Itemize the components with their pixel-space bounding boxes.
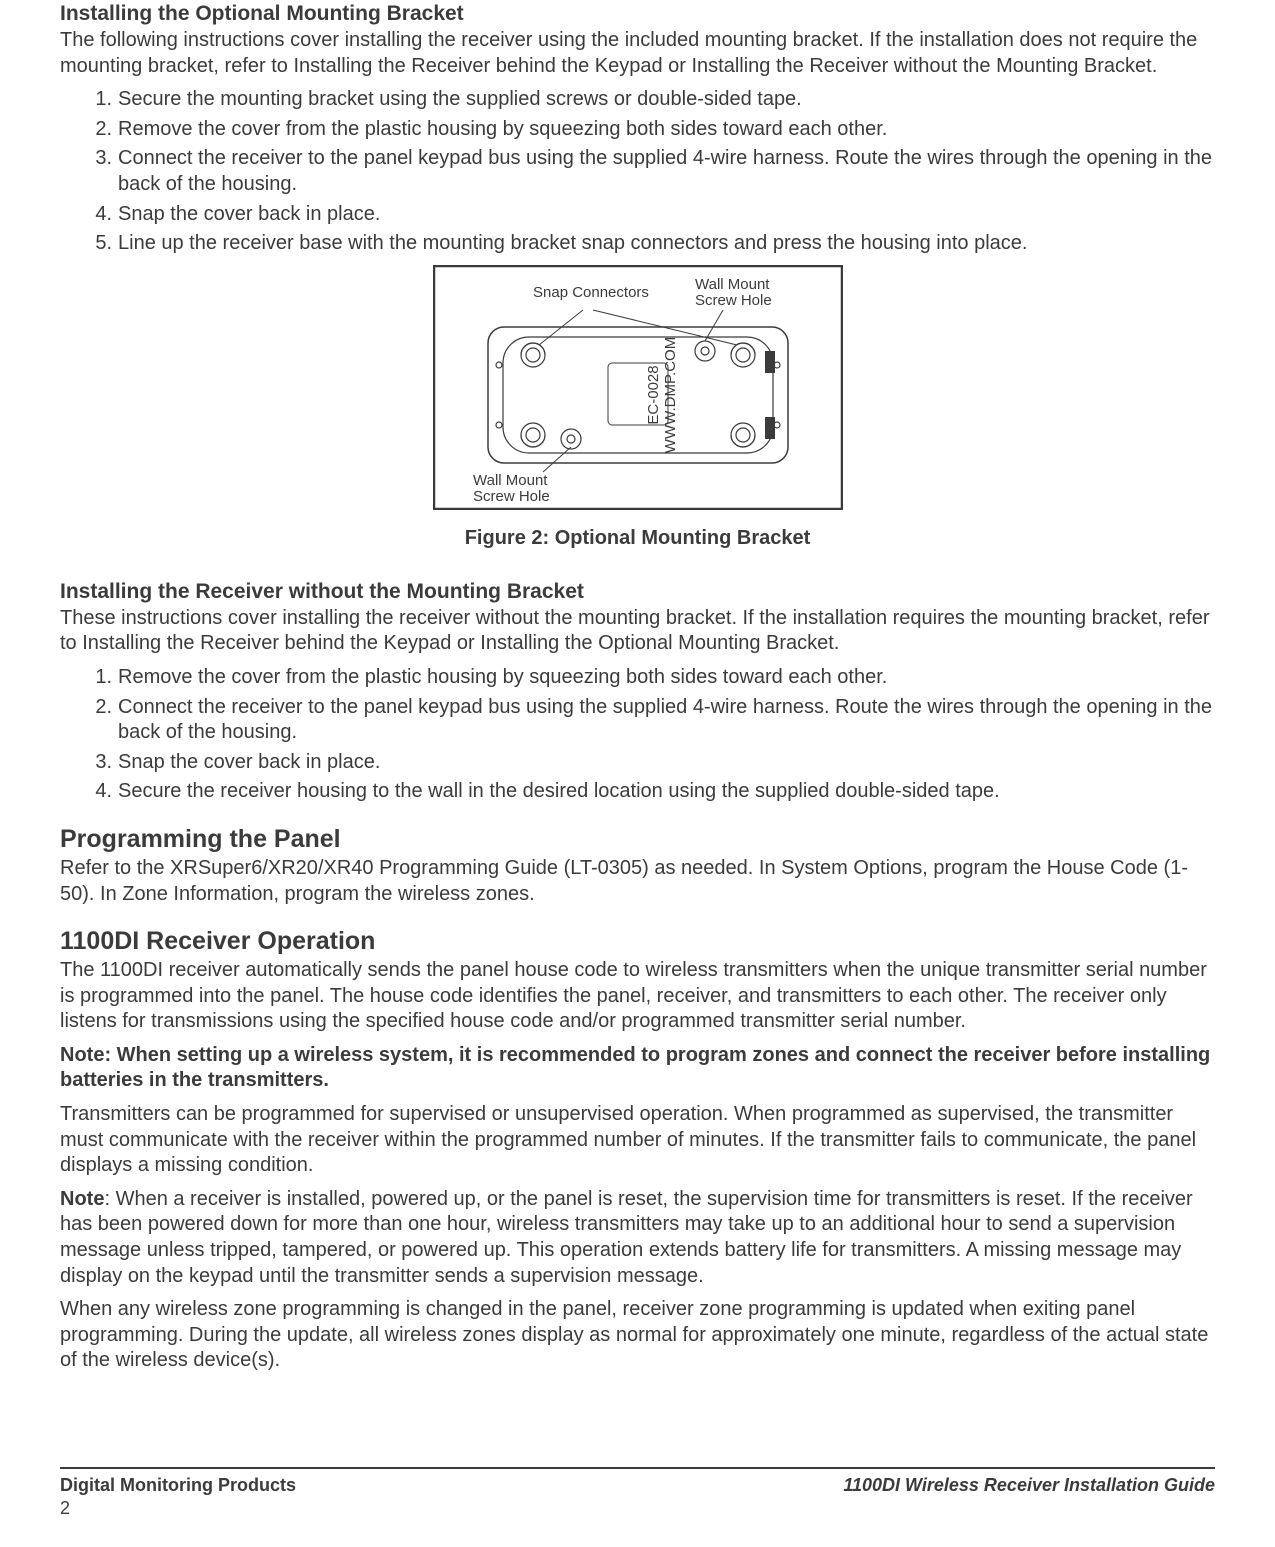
list-item: Line up the receiver base with the mount…	[118, 231, 1215, 257]
receiver-operation-note2: Note: When a receiver is installed, powe…	[60, 1187, 1215, 1289]
note2-text: : When a receiver is installed, powered …	[60, 1188, 1193, 1287]
figure-center-code: EC-0028	[645, 365, 662, 424]
wall-mount-bottom-l2: Screw Hole	[473, 488, 550, 505]
programming-panel-title: Programming the Panel	[60, 825, 1215, 854]
list-item: Connect the receiver to the panel keypad…	[118, 146, 1215, 197]
list-item: Connect the receiver to the panel keypad…	[118, 695, 1215, 746]
mounting-bracket-diagram: EC-0028 WWW.DMP.COM Snap Connectors Wall…	[433, 265, 843, 510]
section2-steps: Remove the cover from the plastic housin…	[60, 665, 1215, 805]
section1-steps: Secure the mounting bracket using the su…	[60, 87, 1215, 257]
footer-doc-title: 1100DI Wireless Receiver Installation Gu…	[843, 1475, 1215, 1496]
list-item: Snap the cover back in place.	[118, 750, 1215, 776]
section2-intro: These instructions cover installing the …	[60, 606, 1215, 657]
programming-panel-text: Refer to the XRSuper6/XR20/XR40 Programm…	[60, 856, 1215, 907]
section2-title: Installing the Receiver without the Moun…	[60, 580, 1215, 604]
wall-mount-top-l1: Wall Mount	[695, 276, 770, 293]
page-footer: Digital Monitoring Products 1100DI Wirel…	[60, 1467, 1215, 1519]
section1-title: Installing the Optional Mounting Bracket	[60, 2, 1215, 26]
receiver-operation-p1: The 1100DI receiver automatically sends …	[60, 958, 1215, 1035]
list-item: Remove the cover from the plastic housin…	[118, 117, 1215, 143]
page-number: 2	[60, 1498, 1215, 1519]
figure2-caption: Figure 2: Optional Mounting Bracket	[60, 527, 1215, 550]
figure2-wrap: EC-0028 WWW.DMP.COM Snap Connectors Wall…	[60, 265, 1215, 550]
figure-center-url: WWW.DMP.COM	[662, 337, 679, 453]
note-label: Note	[60, 1188, 104, 1210]
receiver-operation-title: 1100DI Receiver Operation	[60, 927, 1215, 956]
section1-intro: The following instructions cover install…	[60, 28, 1215, 79]
list-item: Secure the mounting bracket using the su…	[118, 87, 1215, 113]
receiver-operation-p2: Transmitters can be programmed for super…	[60, 1102, 1215, 1179]
document-page: Installing the Optional Mounting Bracket…	[0, 2, 1275, 1547]
wall-mount-bottom-l1: Wall Mount	[473, 472, 548, 489]
list-item: Snap the cover back in place.	[118, 202, 1215, 228]
receiver-operation-p3: When any wireless zone programming is ch…	[60, 1297, 1215, 1374]
footer-company: Digital Monitoring Products	[60, 1475, 296, 1496]
footer-rule	[60, 1467, 1215, 1469]
snap-connectors-label: Snap Connectors	[533, 284, 649, 301]
wall-mount-top-l2: Screw Hole	[695, 292, 772, 309]
receiver-operation-note1: Note: When setting up a wireless system,…	[60, 1043, 1215, 1094]
list-item: Remove the cover from the plastic housin…	[118, 665, 1215, 691]
list-item: Secure the receiver housing to the wall …	[118, 779, 1215, 805]
